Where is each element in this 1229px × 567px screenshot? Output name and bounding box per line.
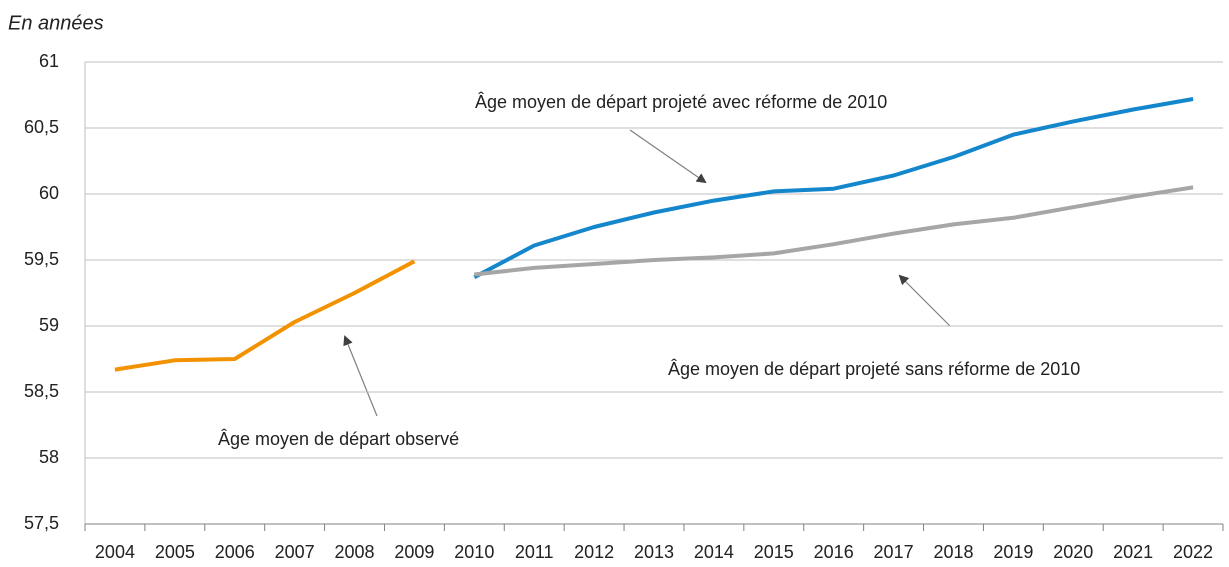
y-tick-label: 60 [39, 183, 59, 203]
arrow [343, 335, 378, 417]
series-label: Âge moyen de départ projeté avec réforme… [475, 92, 887, 112]
x-tick-label: 2007 [275, 542, 315, 562]
x-tick-label: 2004 [95, 542, 135, 562]
x-tick-label: 2013 [634, 542, 674, 562]
x-tick-label: 2006 [215, 542, 255, 562]
x-tick-label: 2014 [694, 542, 734, 562]
x-tick-label: 2011 [515, 542, 554, 562]
unit-label: En années [8, 12, 104, 34]
arrow [898, 274, 951, 327]
series-label: Âge moyen de départ observé [218, 429, 459, 449]
series-label: Âge moyen de départ projeté sans réforme… [668, 359, 1080, 379]
x-tick-label: 2022 [1173, 542, 1213, 562]
x-tick-label: 2008 [335, 542, 375, 562]
x-tick-label: 2021 [1113, 542, 1153, 562]
x-tick-label: 2020 [1053, 542, 1093, 562]
x-tick-label: 2017 [874, 542, 914, 562]
series-line [474, 185, 1194, 277]
x-tick-label: 2019 [993, 542, 1033, 562]
y-tick-label: 57,5 [24, 513, 59, 533]
arrow [629, 129, 707, 184]
x-tick-label: 2016 [814, 542, 854, 562]
y-tick-label: 58 [39, 447, 59, 467]
y-tick-label: 58,5 [24, 381, 59, 401]
x-tick-label: 2010 [454, 542, 494, 562]
x-tick-label: 2005 [155, 542, 195, 562]
x-tick-label: 2009 [394, 542, 434, 562]
y-tick-label: 60,5 [24, 117, 59, 137]
x-tick-label: 2012 [574, 542, 614, 562]
y-tick-label: 59,5 [24, 249, 59, 269]
x-tick-label: 2015 [754, 542, 794, 562]
series-line [114, 259, 416, 372]
x-tick-label: 2018 [933, 542, 973, 562]
y-tick-label: 61 [39, 51, 59, 71]
y-tick-label: 59 [39, 315, 59, 335]
series-line [473, 97, 1194, 279]
